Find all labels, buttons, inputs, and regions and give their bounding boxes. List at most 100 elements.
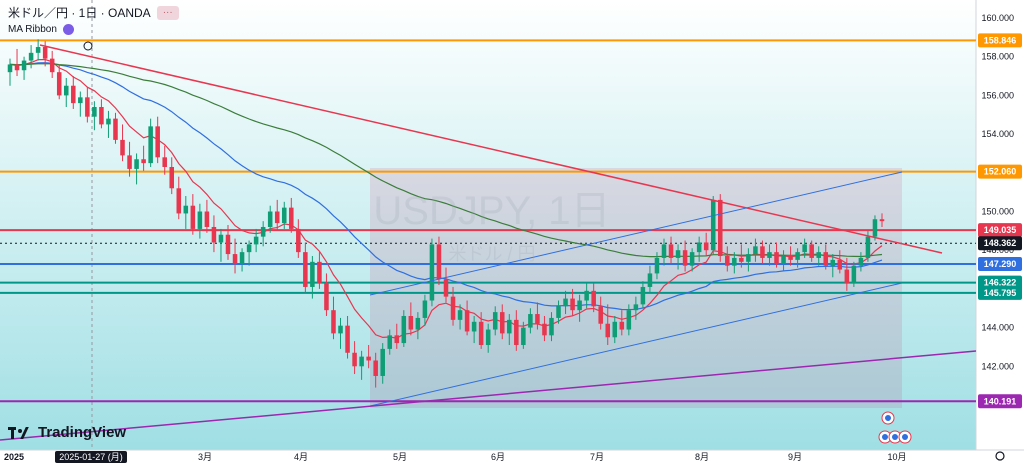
candle[interactable] (675, 244, 681, 270)
candle[interactable] (689, 248, 695, 272)
candle[interactable] (387, 329, 393, 355)
candle[interactable] (239, 248, 245, 272)
candle[interactable] (584, 283, 589, 309)
candle[interactable] (563, 290, 568, 315)
candle[interactable] (478, 312, 484, 349)
candle[interactable] (598, 296, 603, 330)
candle[interactable] (21, 56, 27, 80)
channel-upper-line[interactable] (369, 171, 903, 296)
candle[interactable] (464, 300, 470, 336)
candle[interactable] (471, 315, 477, 344)
candle[interactable] (56, 64, 62, 100)
candle[interactable] (851, 261, 857, 287)
candle[interactable] (42, 41, 48, 67)
candle[interactable] (274, 199, 280, 231)
candle[interactable] (289, 197, 294, 233)
candle[interactable] (345, 315, 350, 359)
economic-event-icon[interactable] (898, 430, 912, 444)
candle[interactable] (204, 199, 210, 233)
candle[interactable] (507, 314, 512, 346)
candle[interactable] (218, 228, 224, 262)
candle[interactable] (619, 310, 625, 336)
candle[interactable] (359, 350, 364, 380)
candle[interactable] (120, 124, 125, 162)
candle[interactable] (605, 304, 611, 346)
candle[interactable] (542, 315, 547, 342)
candle[interactable] (352, 341, 357, 375)
candle[interactable] (260, 221, 266, 247)
candle[interactable] (380, 343, 385, 384)
candle[interactable] (63, 77, 69, 108)
candle[interactable] (633, 296, 639, 320)
candle[interactable] (429, 238, 435, 307)
candle[interactable] (830, 254, 836, 278)
candle[interactable] (774, 242, 779, 268)
downtrend-line[interactable] (39, 44, 943, 254)
candle[interactable] (127, 141, 132, 177)
candle[interactable] (338, 317, 343, 349)
candle[interactable] (296, 219, 301, 258)
candle[interactable] (844, 257, 850, 291)
candle[interactable] (169, 157, 175, 195)
candle[interactable] (373, 352, 378, 388)
candle[interactable] (85, 87, 90, 123)
candle[interactable] (703, 232, 709, 257)
price-level-badge[interactable]: 147.290 (978, 256, 1022, 271)
candle[interactable] (514, 310, 519, 351)
candle[interactable] (521, 321, 526, 349)
candle[interactable] (654, 252, 660, 280)
price-level-badge[interactable]: 149.035 (978, 223, 1022, 238)
settings-gear-icon[interactable] (995, 451, 1005, 461)
candle[interactable] (647, 265, 653, 293)
candle[interactable] (739, 244, 744, 268)
candle[interactable] (7, 58, 13, 86)
candle[interactable] (577, 294, 582, 322)
candle[interactable] (141, 145, 146, 171)
candle[interactable] (28, 45, 34, 69)
candle[interactable] (535, 302, 540, 330)
candle[interactable] (310, 256, 315, 299)
candle[interactable] (253, 228, 259, 253)
candle[interactable] (99, 99, 104, 129)
candle[interactable] (436, 236, 442, 286)
candle[interactable] (682, 240, 688, 272)
candle[interactable] (781, 250, 786, 272)
drawing-anchor-icon[interactable] (83, 41, 93, 51)
candle[interactable] (197, 203, 203, 239)
candle[interactable] (879, 213, 885, 227)
candle[interactable] (366, 345, 371, 369)
candle[interactable] (331, 296, 336, 340)
candle[interactable] (408, 302, 414, 336)
candle[interactable] (92, 101, 97, 131)
candle[interactable] (450, 286, 456, 326)
candle[interactable] (14, 48, 20, 77)
candle[interactable] (570, 288, 575, 316)
candle[interactable] (661, 238, 667, 266)
candle[interactable] (668, 236, 674, 264)
candle[interactable] (732, 252, 737, 274)
more-options-icon[interactable]: ··· (156, 5, 179, 20)
candle[interactable] (591, 283, 596, 313)
candle[interactable] (626, 304, 632, 336)
candle[interactable] (499, 304, 505, 340)
candle[interactable] (528, 308, 533, 334)
candle[interactable] (113, 112, 118, 144)
candle[interactable] (549, 312, 554, 342)
candle[interactable] (176, 176, 182, 220)
price-level-badge[interactable]: 158.846 (978, 33, 1022, 48)
candle[interactable] (788, 246, 793, 266)
candle[interactable] (710, 196, 716, 255)
candle[interactable] (640, 281, 646, 309)
price-level-badge[interactable]: 140.191 (978, 394, 1022, 409)
candle[interactable] (281, 201, 287, 229)
candle[interactable] (49, 50, 55, 78)
candle[interactable] (858, 252, 864, 272)
price-level-badge[interactable]: 152.060 (978, 164, 1022, 179)
indicator-label[interactable]: MA Ribbon (8, 24, 57, 35)
channel-lower-line[interactable] (369, 282, 903, 407)
candle[interactable] (324, 273, 329, 316)
candle[interactable] (148, 118, 153, 167)
candle[interactable] (317, 252, 322, 289)
